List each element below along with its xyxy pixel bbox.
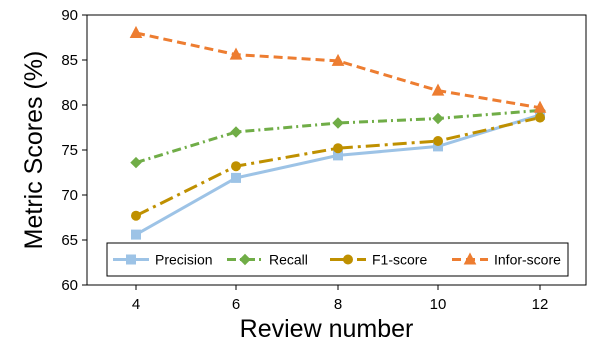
y-tick-label: 90 bbox=[61, 7, 78, 24]
legend-label-recall: Recall bbox=[269, 252, 308, 268]
legend-marker-recall bbox=[239, 253, 251, 266]
data-point-infor-score bbox=[129, 25, 143, 38]
legend-marker-precision bbox=[126, 254, 136, 265]
y-tick-label: 65 bbox=[61, 232, 78, 249]
legend-marker-f1-score bbox=[343, 254, 353, 265]
legend-label-infor-score: Infor-score bbox=[494, 252, 561, 268]
x-tick-label: 8 bbox=[334, 296, 342, 313]
x-tick-label: 6 bbox=[232, 296, 240, 313]
data-point-infor-score bbox=[229, 47, 243, 60]
y-tick-label: 60 bbox=[61, 277, 78, 294]
data-point-infor-score bbox=[431, 83, 445, 96]
x-tick-label: 10 bbox=[430, 296, 447, 313]
legend: Precision Recall F1-score Infor-score bbox=[106, 242, 569, 277]
y-tick-label: 85 bbox=[61, 52, 78, 69]
data-point-f1-score bbox=[433, 136, 443, 146]
data-point-infor-score bbox=[331, 53, 345, 66]
data-point-f1-score bbox=[333, 143, 343, 154]
series-line-f1-score bbox=[135, 116, 541, 218]
data-point-precision bbox=[231, 172, 241, 183]
data-point-recall bbox=[432, 112, 444, 125]
x-tick-label: 4 bbox=[132, 296, 140, 313]
y-tick-label: 80 bbox=[61, 97, 78, 114]
x-axis-label: Review number bbox=[240, 315, 414, 343]
data-point-f1-score bbox=[231, 161, 241, 172]
data-point-recall bbox=[230, 126, 242, 138]
data-point-precision bbox=[131, 229, 141, 240]
legend-label-f1-score: F1-score bbox=[372, 252, 427, 268]
y-axis-label: Metric Scores (%) bbox=[20, 51, 48, 250]
data-point-recall bbox=[130, 156, 142, 169]
legend-marker-infor-score bbox=[463, 252, 477, 265]
x-tick-label: 12 bbox=[532, 296, 549, 313]
legend-box bbox=[106, 242, 569, 277]
series-line-infor-score bbox=[135, 31, 541, 110]
y-tick-label: 70 bbox=[61, 187, 78, 204]
y-tick-label: 75 bbox=[61, 142, 78, 159]
data-point-f1-score bbox=[131, 210, 141, 221]
data-point-infor-score bbox=[533, 100, 547, 113]
data-point-recall bbox=[332, 117, 344, 129]
legend-label-precision: Precision bbox=[155, 252, 213, 268]
data-point-f1-score bbox=[535, 112, 545, 123]
